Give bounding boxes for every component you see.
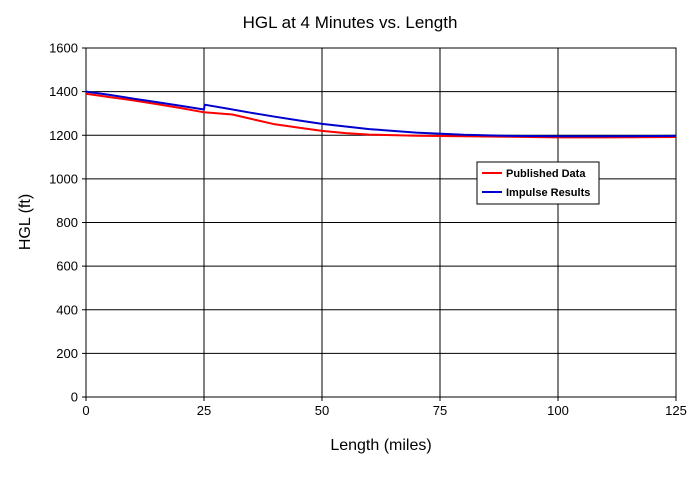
x-tick-label: 50: [315, 403, 329, 418]
x-axis-ticks: 0 25 50 75 100 125: [82, 397, 687, 418]
x-tick-label: 75: [433, 403, 447, 418]
y-tick-label: 1600: [49, 41, 78, 56]
y-axis-title: HGL (ft): [17, 194, 34, 250]
x-tick-label: 100: [547, 403, 569, 418]
gridlines: [86, 48, 676, 397]
y-tick-label: 1400: [49, 84, 78, 99]
series-line-impulse-results: [85, 90, 677, 138]
y-tick-label: 200: [56, 346, 78, 361]
x-axis-title: Length (miles): [330, 437, 431, 454]
legend: Published Data Impulse Results: [476, 161, 600, 205]
y-tick-label: 1200: [49, 128, 78, 143]
y-tick-label: 1000: [49, 171, 78, 186]
y-tick-label: 400: [56, 302, 78, 317]
legend-box: [476, 161, 600, 205]
y-tick-label: 600: [56, 259, 78, 274]
x-tick-label: 25: [197, 403, 211, 418]
legend-label: Impulse Results: [506, 187, 590, 199]
x-tick-label: 125: [665, 403, 687, 418]
legend-label: Published Data: [506, 168, 586, 180]
y-axis-ticks: 0 200 400 600 800 1000 1200 1400 1600: [49, 41, 86, 405]
x-tick-label: 0: [82, 403, 89, 418]
chart-title: HGL at 4 Minutes vs. Length: [243, 13, 458, 32]
y-tick-label: 800: [56, 215, 78, 230]
y-tick-label: 0: [71, 390, 78, 405]
series-lines: [85, 90, 677, 139]
